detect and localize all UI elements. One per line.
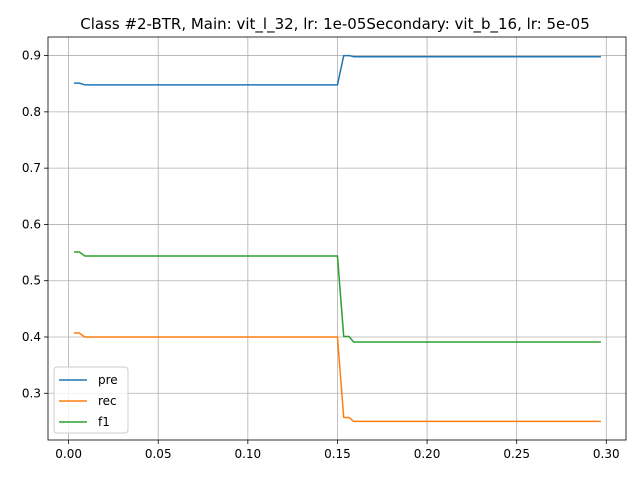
series-line-pre: [73, 54, 601, 86]
legend-label-rec: rec: [98, 394, 117, 408]
y-tick-label: 0.4: [22, 330, 41, 344]
x-tick-label: 0.05: [145, 447, 172, 461]
y-tick-label: 0.6: [22, 217, 41, 231]
y-tick-label: 0.3: [22, 386, 41, 400]
grid: [48, 37, 626, 440]
x-tick-label: 0.30: [593, 447, 620, 461]
x-tick-label: 0.20: [414, 447, 441, 461]
x-tick-label: 0.15: [324, 447, 351, 461]
y-tick-label: 0.9: [22, 49, 41, 63]
series-line-f1: [73, 251, 601, 343]
axis-ticks: 0.00 0.05 0.10 0.15 0.20 0.25 0.30 0.3 0.4 0.5 0.6…: [22, 49, 620, 461]
plot-frame: [47, 36, 627, 441]
chart-title: Class #2-BTR, Main: vit_l_32, lr: 1e-05S…: [80, 15, 590, 34]
y-tick-label: 0.5: [22, 274, 41, 288]
y-tick-label: 0.8: [22, 105, 41, 119]
x-tick-label: 0.10: [234, 447, 261, 461]
x-tick-label: 0.25: [503, 447, 530, 461]
legend-box: [53, 366, 129, 434]
series-line-rec: [73, 332, 601, 423]
plot-series: [73, 54, 601, 423]
y-tick-label: 0.7: [22, 161, 41, 175]
legend: pre rec f1: [53, 366, 129, 434]
x-tick-label: 0.00: [55, 447, 82, 461]
legend-label-pre: pre: [98, 373, 118, 387]
legend-label-f1: f1: [98, 415, 110, 429]
